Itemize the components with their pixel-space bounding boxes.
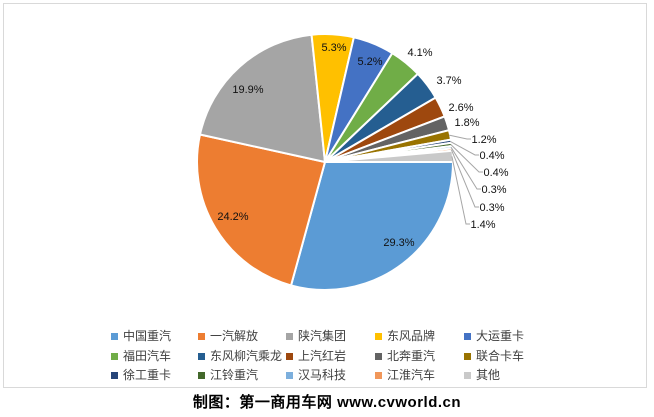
legend-swatch-icon (375, 332, 382, 340)
footer-credit: 制图：第一商用车网 www.cvworld.cn (192, 394, 462, 411)
legend-label: 一汽解放 (210, 329, 259, 343)
percent-label: 5.3% (321, 42, 346, 54)
legend-swatch-icon (464, 332, 471, 340)
legend-item: 其他 (464, 368, 500, 382)
pie-slices (196, 33, 455, 291)
legend-swatch-icon (286, 352, 293, 360)
legend-label: 江淮汽车 (387, 368, 436, 382)
percent-label: 0.3% (479, 202, 504, 214)
percent-label: 0.3% (481, 184, 506, 196)
percent-label: 5.2% (357, 56, 382, 68)
pie-slice-1 (196, 133, 326, 287)
legend-swatch-icon (464, 352, 471, 360)
legend-swatch-icon (198, 371, 205, 379)
legend-swatch-icon (198, 352, 205, 360)
legend-label: 陕汽集团 (298, 329, 347, 343)
legend-swatch-icon (198, 332, 205, 340)
legend-swatch-icon (375, 371, 382, 379)
percent-label: 29.3% (383, 237, 414, 249)
legend-swatch-icon (375, 352, 382, 360)
legend-label: 上汽红岩 (298, 349, 347, 363)
pie-slice-2 (198, 33, 326, 163)
legend-label: 东风柳汽乘龙 (210, 349, 283, 363)
legend-item: 北奔重汽 (375, 349, 435, 363)
percent-label: 2.6% (448, 102, 473, 114)
percent-label: 1.8% (454, 117, 479, 129)
leader-line (451, 156, 470, 225)
legend-item: 汉马科技 (286, 368, 346, 382)
percent-label: 1.4% (470, 219, 495, 231)
legend-label: 大运重卡 (476, 329, 525, 343)
legend-item: 联合卡车 (464, 349, 524, 363)
legend-item: 陕汽集团 (286, 329, 346, 343)
leader-line (450, 144, 483, 173)
legend-item: 大运重卡 (464, 329, 524, 343)
legend-label: 福田汽车 (123, 349, 172, 363)
legend-item: 上汽红岩 (286, 349, 346, 363)
legend-label: 江铃重汽 (210, 368, 259, 382)
legend-item: 福田汽车 (111, 349, 171, 363)
percent-label: 0.4% (483, 167, 508, 179)
legend-swatch-icon (111, 352, 118, 360)
percent-label: 1.2% (471, 134, 496, 146)
legend-item: 一汽解放 (198, 329, 258, 343)
legend-label: 中国重汽 (123, 329, 172, 343)
percent-label: 4.1% (407, 47, 432, 59)
legend-item: 中国重汽 (111, 329, 171, 343)
leader-line (450, 140, 479, 156)
percent-label: 3.7% (436, 75, 461, 87)
legend-swatch-icon (464, 371, 471, 379)
legend-item: 东风柳汽乘龙 (198, 349, 282, 363)
legend-label: 其他 (476, 368, 501, 382)
leader-lines (448, 134, 483, 225)
percent-label: 0.4% (479, 150, 504, 162)
percent-label: 24.2% (217, 211, 248, 223)
legend-label: 联合卡车 (476, 349, 525, 363)
legend-swatch-icon (111, 371, 118, 379)
legend-label: 徐工重卡 (123, 368, 172, 382)
legend-swatch-icon (286, 332, 293, 340)
percent-label: 19.9% (232, 84, 263, 96)
legend-item: 江铃重汽 (198, 368, 258, 382)
legend-swatch-icon (111, 332, 118, 340)
legend-item: 东风品牌 (375, 329, 435, 343)
legend-item: 徐工重卡 (111, 368, 171, 382)
legend-label: 东风品牌 (387, 329, 436, 343)
legend-label: 北奔重汽 (387, 349, 436, 363)
percent-labels: 29.3% 24.2% 19.9% 5.3% 5.2% 4.1% 3.7% 2.6% 1.8% 1… (217, 42, 508, 249)
pie-slice-0 (290, 161, 454, 291)
leader-line (450, 149, 479, 208)
leader-line (448, 134, 471, 140)
legend-label: 汉马科技 (298, 368, 347, 382)
legend-item: 江淮汽车 (375, 368, 435, 382)
legend-swatch-icon (286, 371, 293, 379)
leader-line (450, 147, 481, 190)
